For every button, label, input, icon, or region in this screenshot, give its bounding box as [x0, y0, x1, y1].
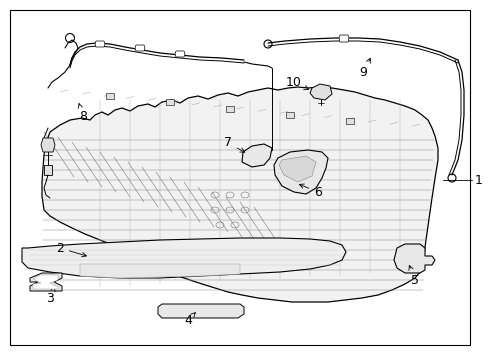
Text: 8: 8 [78, 104, 87, 123]
Polygon shape [346, 118, 354, 124]
Polygon shape [158, 304, 244, 318]
Polygon shape [30, 273, 62, 291]
Polygon shape [175, 51, 185, 57]
Polygon shape [242, 144, 272, 167]
Polygon shape [135, 45, 145, 51]
Polygon shape [279, 156, 316, 182]
Text: 9: 9 [359, 58, 370, 80]
Polygon shape [80, 264, 240, 278]
Text: 2: 2 [56, 242, 86, 257]
Polygon shape [166, 99, 174, 105]
Text: 10: 10 [286, 77, 309, 90]
Text: 6: 6 [299, 184, 322, 198]
Polygon shape [44, 165, 52, 175]
Polygon shape [226, 106, 234, 112]
Polygon shape [286, 112, 294, 118]
Text: 5: 5 [409, 265, 419, 287]
Polygon shape [274, 150, 328, 194]
Text: 7: 7 [224, 136, 245, 152]
Polygon shape [22, 238, 346, 278]
Polygon shape [339, 35, 349, 42]
Polygon shape [41, 138, 55, 152]
Text: 3: 3 [46, 286, 55, 305]
Polygon shape [106, 93, 114, 99]
Polygon shape [394, 244, 435, 273]
Text: 1: 1 [475, 174, 483, 186]
Polygon shape [310, 84, 332, 100]
Polygon shape [33, 275, 58, 289]
Polygon shape [42, 87, 438, 302]
Polygon shape [95, 41, 105, 47]
Text: 4: 4 [184, 312, 196, 327]
